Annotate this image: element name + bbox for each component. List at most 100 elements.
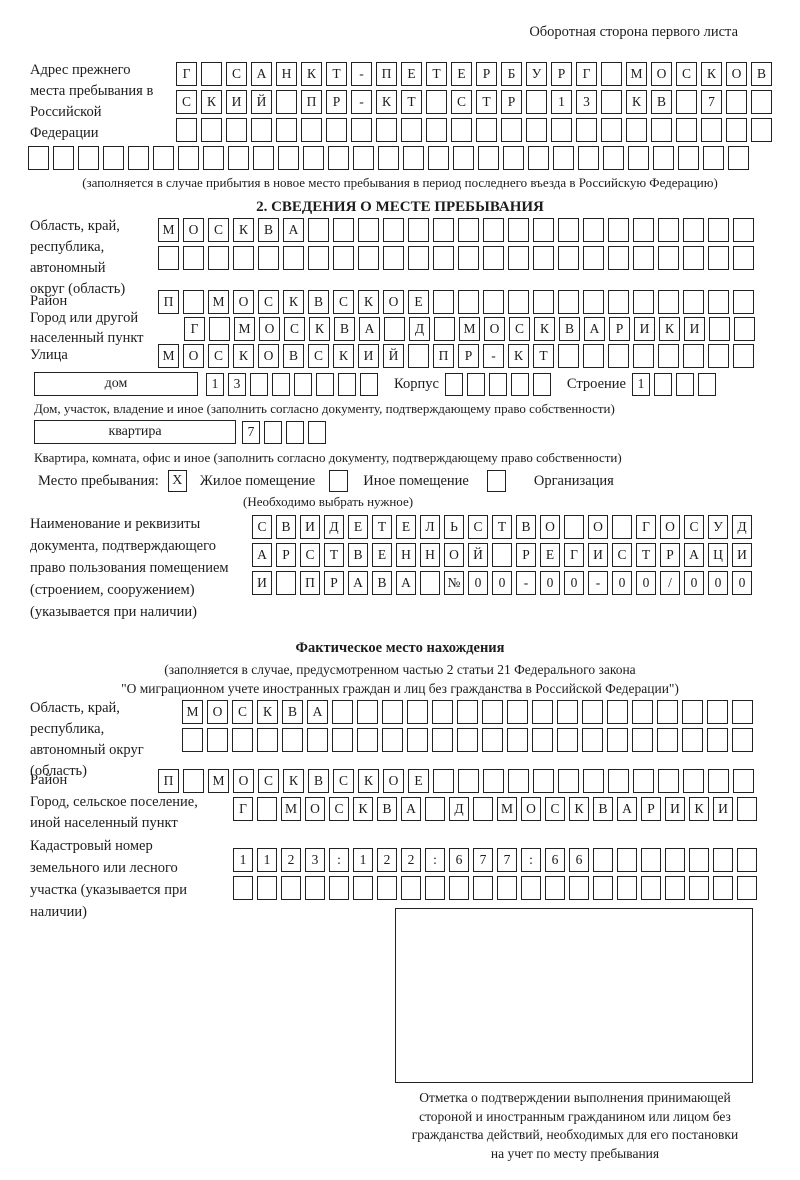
char-cell[interactable] [675,372,694,396]
char-cell[interactable] [633,769,654,793]
char-cell[interactable]: Г [564,543,584,567]
char-cell[interactable]: К [626,90,647,114]
char-cell[interactable]: Г [233,797,253,821]
char-cell[interactable] [653,372,672,396]
char-cell[interactable] [533,769,554,793]
char-cell[interactable] [353,146,374,170]
char-cell[interactable] [492,543,512,567]
char-cell[interactable] [360,372,378,396]
char-cell[interactable]: Е [372,543,392,567]
char-cell[interactable] [641,848,661,872]
char-cell[interactable] [401,876,421,900]
char-cell[interactable] [657,700,678,724]
char-cell[interactable] [283,246,304,270]
char-cell[interactable] [576,118,597,142]
char-cell[interactable]: Е [408,769,429,793]
char-cell[interactable]: О [660,515,680,539]
char-cell[interactable] [473,797,493,821]
char-cell[interactable]: В [282,700,303,724]
char-cell[interactable] [286,420,304,444]
char-cell[interactable]: К [333,344,354,368]
char-cell[interactable] [508,246,529,270]
char-cell[interactable]: К [353,797,373,821]
char-cell[interactable] [734,317,755,341]
char-cell[interactable] [257,876,277,900]
char-cell[interactable] [617,876,637,900]
char-cell[interactable] [658,344,679,368]
char-cell[interactable] [558,344,579,368]
char-cell[interactable] [281,876,301,900]
char-cell[interactable] [28,146,49,170]
char-cell[interactable] [533,218,554,242]
char-cell[interactable]: А [396,571,416,595]
char-cell[interactable]: С [208,218,229,242]
char-cell[interactable] [528,146,549,170]
char-cell[interactable] [733,290,754,314]
char-cell[interactable]: Ь [444,515,464,539]
char-cell[interactable]: В [751,62,772,86]
char-cell[interactable]: К [358,769,379,793]
char-cell[interactable]: 1 [631,372,650,396]
char-cell[interactable]: Р [609,317,630,341]
char-cell[interactable]: С [333,290,354,314]
char-cell[interactable] [593,876,613,900]
char-cell[interactable] [428,146,449,170]
char-cell[interactable]: Г [176,62,197,86]
char-cell[interactable]: О [383,290,404,314]
char-cell[interactable]: Т [426,62,447,86]
char-cell[interactable] [458,218,479,242]
char-cell[interactable] [407,728,428,752]
char-cell[interactable] [601,118,622,142]
char-cell[interactable] [582,728,603,752]
char-cell[interactable]: Д [449,797,469,821]
char-cell[interactable] [501,118,522,142]
char-cell[interactable]: С [252,515,272,539]
char-cell[interactable] [708,246,729,270]
char-cell[interactable] [726,118,747,142]
char-cell[interactable] [732,700,753,724]
char-cell[interactable] [608,218,629,242]
char-cell[interactable] [633,344,654,368]
char-cell[interactable]: Е [451,62,472,86]
char-cell[interactable]: О [521,797,541,821]
char-cell[interactable] [713,848,733,872]
char-cell[interactable]: С [333,769,354,793]
char-cell[interactable]: О [183,218,204,242]
char-cell[interactable] [377,876,397,900]
char-cell[interactable]: Т [533,344,554,368]
char-cell[interactable]: В [348,543,368,567]
char-cell[interactable]: В [308,769,329,793]
char-cell[interactable] [434,317,455,341]
char-cell[interactable]: Р [326,90,347,114]
char-cell[interactable] [533,290,554,314]
char-cell[interactable]: В [258,218,279,242]
char-cell[interactable] [583,290,604,314]
char-cell[interactable] [658,246,679,270]
char-cell[interactable]: А [251,62,272,86]
char-cell[interactable] [558,218,579,242]
char-cell[interactable] [458,769,479,793]
char-cell[interactable] [432,700,453,724]
char-cell[interactable] [617,848,637,872]
char-cell[interactable] [628,146,649,170]
char-cell[interactable] [420,571,440,595]
char-cell[interactable]: В [651,90,672,114]
char-cell[interactable]: Т [401,90,422,114]
char-cell[interactable]: Р [458,344,479,368]
char-cell[interactable]: 1 [353,848,373,872]
char-cell[interactable] [678,146,699,170]
char-cell[interactable]: И [226,90,247,114]
char-cell[interactable]: А [283,218,304,242]
char-cell[interactable] [308,420,326,444]
char-cell[interactable] [626,118,647,142]
char-cell[interactable]: О [383,769,404,793]
char-cell[interactable] [483,769,504,793]
char-cell[interactable] [510,372,529,396]
char-cell[interactable] [682,700,703,724]
char-cell[interactable]: К [233,344,254,368]
char-cell[interactable] [558,769,579,793]
char-cell[interactable]: Е [348,515,368,539]
char-cell[interactable] [708,769,729,793]
char-cell[interactable]: Е [408,290,429,314]
char-cell[interactable] [508,769,529,793]
